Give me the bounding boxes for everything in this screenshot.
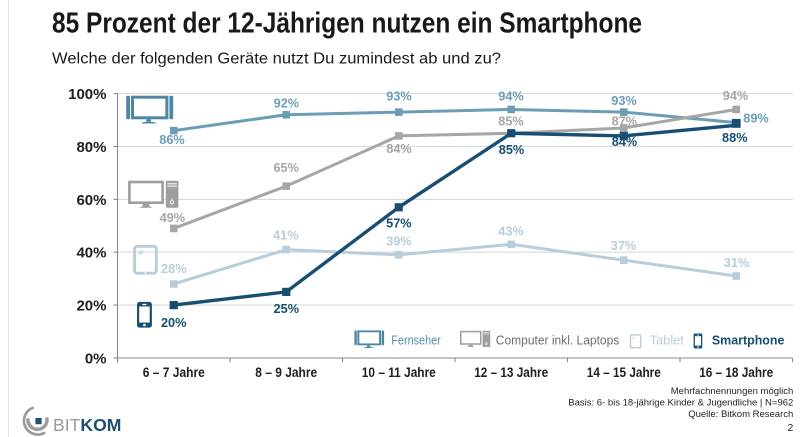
svg-text:85 Prozent der 12-Jährigen nut: 85 Prozent der 12-Jährigen nutzen ein Sm… [52, 7, 642, 39]
svg-text:87%: 87% [612, 114, 638, 129]
svg-text:Welche der folgenden Geräte nu: Welche der folgenden Geräte nutzt Du zum… [52, 51, 501, 68]
svg-text:86%: 86% [159, 132, 185, 147]
svg-text:Fernseher: Fernseher [391, 333, 441, 348]
svg-text:14 – 15 Jahre: 14 – 15 Jahre [587, 364, 661, 380]
svg-text:93%: 93% [386, 89, 412, 104]
svg-text:88%: 88% [722, 130, 748, 145]
svg-text:84%: 84% [386, 141, 412, 156]
svg-text:8 – 9 Jahre: 8 – 9 Jahre [255, 364, 317, 380]
svg-text:16 – 18 Jahre: 16 – 18 Jahre [699, 364, 773, 380]
svg-text:25%: 25% [274, 301, 300, 316]
svg-text:20%: 20% [161, 315, 187, 330]
svg-text:Smartphone: Smartphone [712, 333, 785, 348]
svg-text:100%: 100% [68, 86, 106, 103]
svg-text:85%: 85% [499, 142, 525, 157]
svg-text:89%: 89% [743, 111, 769, 126]
svg-text:84%: 84% [612, 134, 638, 149]
svg-text:6 – 7 Jahre: 6 – 7 Jahre [143, 364, 205, 380]
svg-text:57%: 57% [386, 216, 412, 231]
svg-text:43%: 43% [498, 223, 524, 238]
svg-text:Computer inkl. Laptops: Computer inkl. Laptops [496, 333, 620, 348]
svg-text:41%: 41% [273, 227, 299, 242]
svg-text:49%: 49% [160, 210, 186, 225]
svg-text:40%: 40% [76, 245, 106, 262]
svg-text:37%: 37% [611, 238, 637, 253]
svg-text:93%: 93% [611, 93, 637, 108]
svg-text:20%: 20% [76, 298, 106, 315]
svg-text:BITKOM: BITKOM [53, 415, 121, 435]
svg-text:10 – 11 Jahre: 10 – 11 Jahre [362, 364, 436, 380]
svg-text:94%: 94% [723, 88, 749, 103]
svg-text:Tablet: Tablet [650, 333, 684, 348]
svg-text:85%: 85% [498, 113, 524, 128]
svg-text:Mehrfachnennungen möglich: Mehrfachnennungen möglich [671, 386, 794, 397]
svg-text:60%: 60% [76, 192, 106, 209]
svg-text:92%: 92% [274, 96, 300, 111]
svg-text:31%: 31% [724, 255, 750, 270]
svg-text:2: 2 [787, 422, 793, 434]
svg-text:Quelle: Bitkom Research: Quelle: Bitkom Research [688, 409, 793, 420]
svg-text:Basis: 6- bis 18-jährige Kinde: Basis: 6- bis 18-jährige Kinder & Jugend… [568, 398, 793, 409]
svg-text:39%: 39% [386, 233, 412, 248]
svg-text:80%: 80% [76, 139, 106, 156]
svg-text:28%: 28% [161, 261, 187, 276]
svg-text:0%: 0% [85, 351, 107, 368]
svg-text:94%: 94% [498, 89, 524, 104]
svg-text:12 – 13 Jahre: 12 – 13 Jahre [474, 364, 548, 380]
svg-text:65%: 65% [273, 160, 299, 175]
